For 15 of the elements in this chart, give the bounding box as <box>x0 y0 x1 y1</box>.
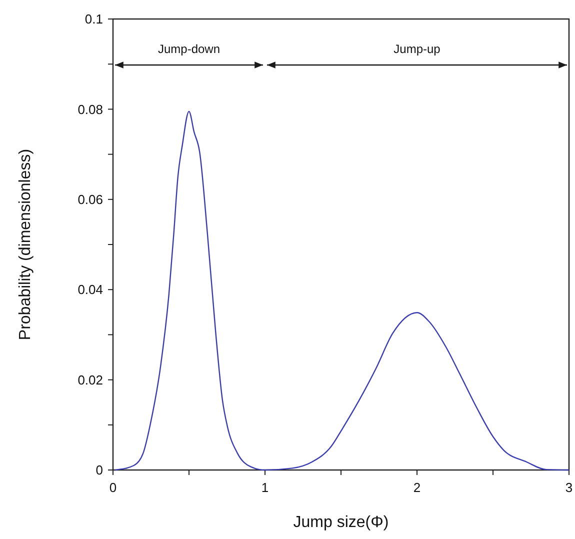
y-tick-label: 0.08 <box>78 102 103 117</box>
y-tick-label: 0.06 <box>78 192 103 207</box>
y-axis-title: Probability (dimensionless) <box>17 148 34 340</box>
y-tick-label: 0.02 <box>78 372 103 388</box>
x-tick-label: 1 <box>261 480 269 495</box>
x-axis-title: Jump size(Φ) <box>293 514 389 531</box>
annotation: Jump-up <box>394 42 441 56</box>
line-series <box>114 110 570 471</box>
y-tick-label: 0.1 <box>84 12 103 27</box>
annotation: Jump-down <box>158 42 220 56</box>
y-tick-label: 0.04 <box>78 282 103 298</box>
x-tick-label: 2 <box>413 480 421 495</box>
x-tick-label: 0 <box>109 480 117 495</box>
x-tick-label: 3 <box>565 480 573 495</box>
y-tick-label: 0 <box>96 462 103 478</box>
